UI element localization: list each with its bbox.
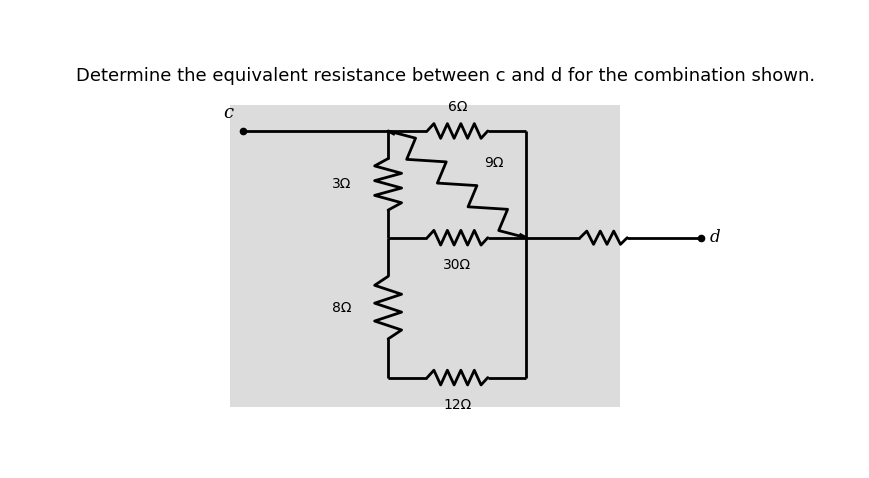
Text: d: d bbox=[709, 229, 720, 246]
Text: 9Ω: 9Ω bbox=[484, 156, 504, 170]
Text: 8Ω: 8Ω bbox=[332, 301, 351, 315]
Text: 3Ω: 3Ω bbox=[332, 177, 351, 191]
Text: c: c bbox=[223, 104, 233, 122]
Text: 30Ω: 30Ω bbox=[443, 258, 472, 272]
Text: 6Ω: 6Ω bbox=[448, 100, 468, 114]
Bar bbox=[229, 105, 620, 407]
Text: Determine the equivalent resistance between c and d for the combination shown.: Determine the equivalent resistance betw… bbox=[76, 66, 815, 85]
Text: 12Ω: 12Ω bbox=[443, 398, 472, 412]
